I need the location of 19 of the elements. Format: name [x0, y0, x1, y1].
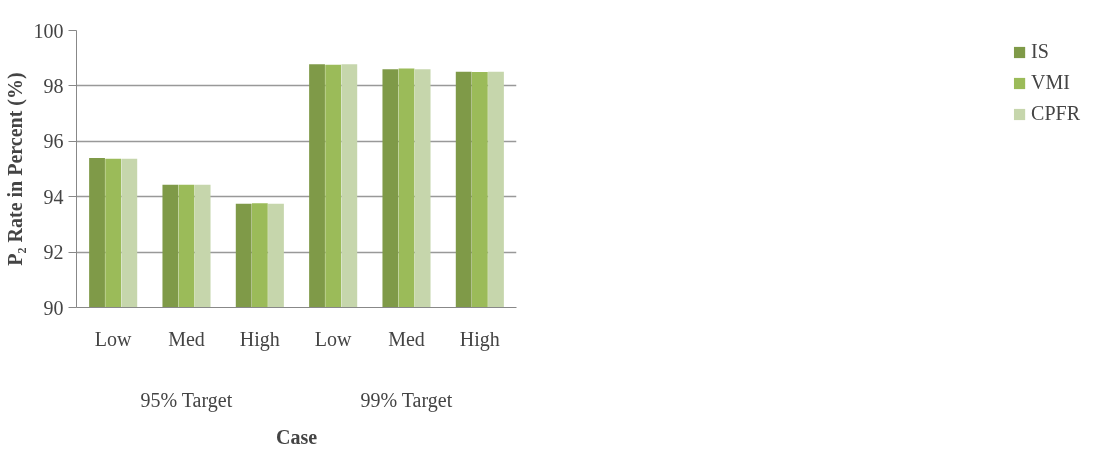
text: 99% Target — [360, 388, 453, 412]
y-axis-title: P₂ Rate in Percent (%) — [3, 72, 27, 266]
y-tick-label: 90 — [43, 296, 64, 319]
x-axis-title: Case — [275, 425, 318, 448]
x-tick-label: High — [459, 327, 500, 351]
y-tick-label: 92 — [43, 241, 64, 264]
y-tick-label: 100 — [33, 19, 64, 42]
y-tick-label: 94 — [43, 185, 64, 208]
y-tick-label: 96 — [43, 130, 64, 153]
x-tick-label: High — [239, 327, 280, 351]
legend-label: VMI — [1031, 71, 1070, 94]
y-tick-label: 98 — [43, 74, 64, 97]
text: 95% Target — [140, 388, 233, 412]
legend-label: CPFR — [1031, 102, 1080, 125]
x-tick-label: Low — [314, 327, 353, 350]
x-tick-label: Med — [388, 327, 425, 350]
x-tick-label: Low — [94, 327, 133, 350]
legend-label: IS — [1031, 40, 1050, 63]
x-tick-label: Med — [168, 327, 205, 350]
